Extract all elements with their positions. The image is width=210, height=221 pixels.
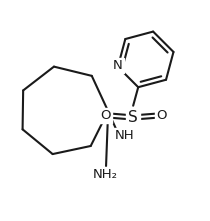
Text: O: O	[100, 109, 111, 122]
Text: O: O	[156, 109, 167, 122]
Text: S: S	[128, 110, 138, 125]
Text: NH: NH	[115, 130, 135, 143]
Text: NH₂: NH₂	[92, 168, 118, 181]
Text: N: N	[113, 59, 123, 72]
